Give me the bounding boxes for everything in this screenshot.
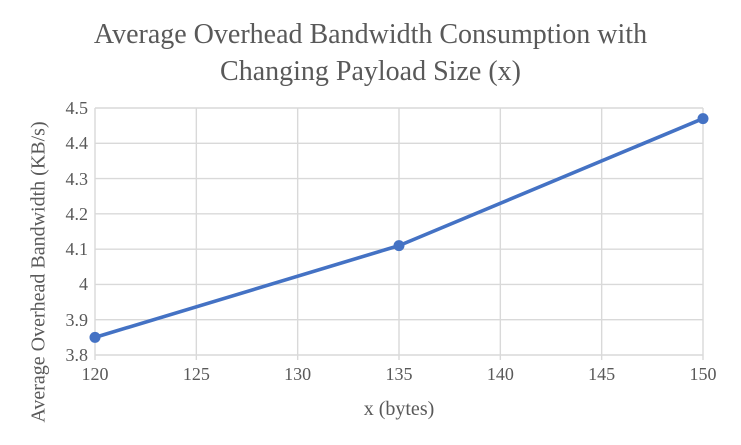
y-tick-label: 4.1: [65, 239, 89, 260]
x-axis-title: x (bytes): [363, 398, 435, 420]
y-tick-label: 4.2: [65, 203, 89, 224]
data-point-marker: [393, 240, 405, 252]
x-tick-label: 135: [385, 364, 413, 384]
x-tick-label: 145: [588, 364, 616, 384]
y-tick-label: 4: [79, 274, 88, 295]
x-tick-label: 140: [486, 364, 514, 384]
data-point-marker: [697, 113, 709, 125]
x-tick-label: 120: [81, 364, 109, 384]
x-tick-label: 150: [689, 364, 717, 384]
chart-title-line-1: Average Overhead Bandwidth Consumption w…: [93, 19, 648, 50]
y-tick-label: 4.3: [65, 168, 89, 189]
y-tick-label: 4.5: [65, 98, 89, 118]
y-tick-label: 3.9: [65, 309, 89, 330]
chart-title-line-2: Changing Payload Size (x): [220, 56, 521, 87]
y-tick-label: 3.8: [65, 345, 89, 365]
y-tick-label: 4.4: [65, 133, 89, 154]
x-tick-label: 130: [284, 364, 312, 384]
data-point-marker: [89, 331, 101, 343]
chart-title: Average Overhead Bandwidth Consumption w…: [0, 16, 741, 90]
x-tick-label: 125: [182, 364, 210, 384]
